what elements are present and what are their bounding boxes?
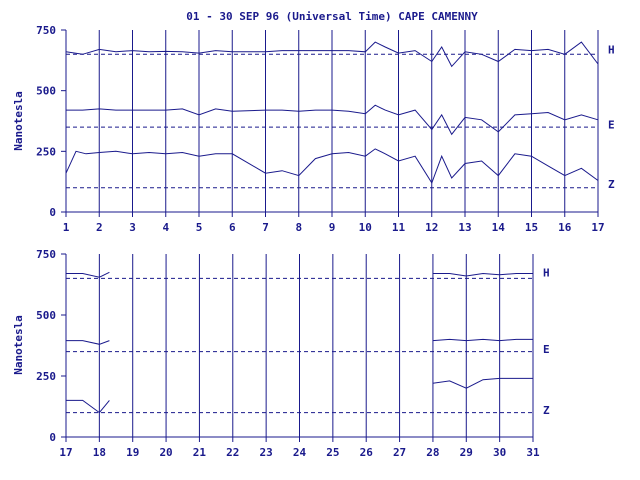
y-tick-label: 0 <box>49 431 56 444</box>
x-tick-label: 9 <box>329 221 336 234</box>
y-tick-label: 500 <box>36 85 56 98</box>
y-tick-label: 250 <box>36 145 56 158</box>
x-tick-label: 2 <box>96 221 103 234</box>
x-tick-label: 7 <box>262 221 269 234</box>
series-label-E: E <box>608 119 615 132</box>
x-tick-label: 3 <box>129 221 136 234</box>
panels-layer: 1 2 3 4 5 6 7 8 9 10 11 12 13 14 15 16 170250500750HEZ17… <box>36 24 615 459</box>
y-axis-label-top: Nanotesla <box>12 91 25 151</box>
series-label-H: H <box>543 266 550 279</box>
x-tick-label: 16 <box>558 221 572 234</box>
x-tick-label: 4 <box>162 221 169 234</box>
y-tick-label: 250 <box>36 370 56 383</box>
series-line-H <box>432 272 533 277</box>
x-tick-label: 23 <box>260 446 273 459</box>
y-tick-label: 500 <box>36 309 56 322</box>
y-axis-label-bottom: Nanotesla <box>12 315 25 375</box>
x-tick-label: 29 <box>460 446 473 459</box>
x-tick-label: 10 <box>359 221 372 234</box>
x-tick-label: 13 <box>458 221 471 234</box>
x-tick-label: 11 <box>392 221 406 234</box>
x-tick-label: 18 <box>93 446 106 459</box>
series-label-Z: Z <box>608 178 615 191</box>
x-tick-label: 17 <box>59 446 72 459</box>
series-label-H: H <box>608 43 615 56</box>
x-tick-label: 28 <box>426 446 439 459</box>
series-line-H <box>65 41 599 68</box>
series-line-H <box>66 271 110 278</box>
x-tick-label: 19 <box>126 446 139 459</box>
x-tick-label: 1 <box>63 221 70 234</box>
x-tick-label: 22 <box>226 446 239 459</box>
x-tick-label: 21 <box>193 446 207 459</box>
x-tick-label: 24 <box>293 446 307 459</box>
series-line-Z <box>65 148 599 185</box>
x-tick-label: 5 <box>196 221 203 234</box>
series-label-E: E <box>543 343 550 356</box>
x-tick-label: 12 <box>425 221 438 234</box>
x-tick-label: 30 <box>493 446 506 459</box>
x-tick-label: 17 <box>591 221 604 234</box>
x-tick-label: 20 <box>159 446 172 459</box>
series-line-E <box>66 104 599 136</box>
x-tick-label: 6 <box>229 221 236 234</box>
x-tick-label: 15 <box>525 221 538 234</box>
x-tick-label: 8 <box>295 221 302 234</box>
chart-title: 01 - 30 SEP 96 (Universal Time) CAPE CAM… <box>186 10 478 23</box>
x-tick-label: 31 <box>526 446 540 459</box>
series-line-Z <box>66 399 110 414</box>
series-line-E <box>432 338 533 342</box>
y-tick-label: 750 <box>36 248 56 261</box>
series-label-Z: Z <box>543 404 550 417</box>
panel-2: 17 18 19 20 21 22 23 24 25 26 27 28 29 30 31 0 250 500 750… <box>36 248 550 459</box>
x-tick-label: 26 <box>360 446 374 459</box>
series-line-Z <box>432 377 533 389</box>
x-tick-label: 14 <box>492 221 506 234</box>
y-tick-label: 0 <box>49 206 56 219</box>
x-tick-label: 25 <box>326 446 339 459</box>
series-line-E <box>66 340 110 345</box>
y-tick-label: 750 <box>36 24 56 37</box>
x-tick-label: 27 <box>393 446 406 459</box>
